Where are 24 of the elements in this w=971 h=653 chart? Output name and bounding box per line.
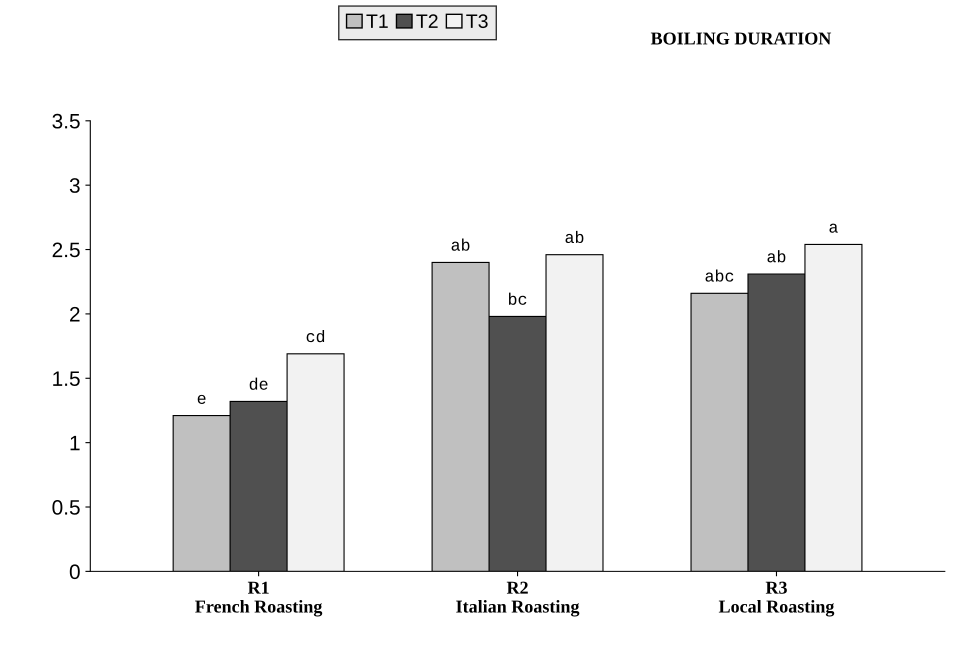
y-tick-label: 0 [70, 564, 80, 580]
y-tick-label: 0.5 [52, 500, 80, 515]
data-label: e [198, 394, 206, 404]
data-label: ab [566, 230, 584, 244]
data-label: de [250, 378, 268, 390]
data-label: ab [452, 238, 470, 251]
y-tick-label: 3.5 [52, 114, 80, 129]
y-tick-label: 3 [70, 178, 80, 193]
y-tick-label: 1.5 [53, 371, 80, 386]
y-tick-label: 1 [70, 436, 80, 450]
chart-title: BOILING DURATION [650, 32, 832, 45]
legend-label: T1 [366, 14, 388, 28]
data-label: bc [508, 292, 526, 305]
data-label: ab [768, 250, 786, 262]
data-label: abc [706, 269, 734, 282]
data-label: a [829, 224, 838, 233]
legend-label: T3 [466, 14, 488, 28]
y-tick-label: 2 [70, 306, 80, 322]
legend-label: T2 [416, 14, 438, 28]
x-tick-label: R3 Local Roasting [718, 582, 834, 616]
y-tick-label: 2.5 [52, 242, 80, 258]
x-tick-label: R1 French Roasting [195, 582, 322, 616]
data-label: cd [306, 330, 324, 342]
x-tick-label: R2 Italian Roasting [456, 582, 580, 616]
